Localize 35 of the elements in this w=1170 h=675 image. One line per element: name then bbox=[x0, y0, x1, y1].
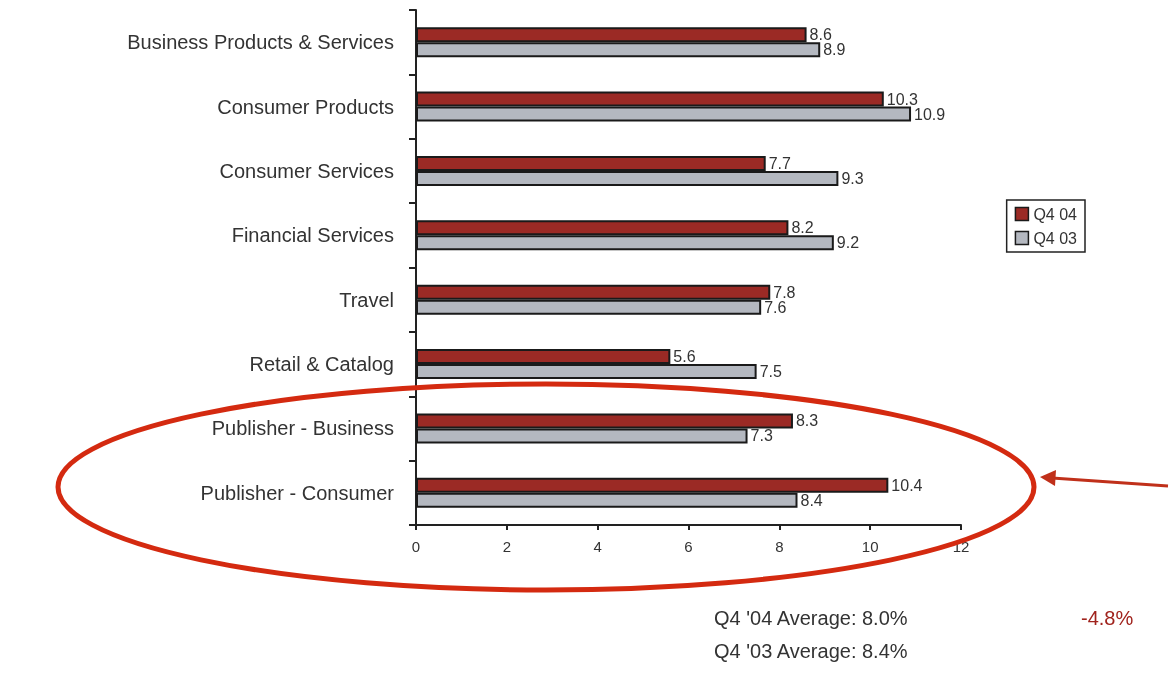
y-tick-label: Travel bbox=[339, 288, 394, 311]
y-tick-label: Publisher - Business bbox=[211, 417, 394, 440]
data-label: 7.8 bbox=[773, 283, 796, 301]
legend-label: Q4 04 bbox=[1033, 205, 1078, 223]
data-label: 8.6 bbox=[809, 26, 832, 44]
legend-label: Q4 03 bbox=[1033, 229, 1078, 247]
data-label: 8.4 bbox=[800, 491, 823, 509]
y-tick-label: Consumer Services bbox=[219, 159, 394, 182]
data-label: 8.2 bbox=[791, 219, 814, 237]
data-label: 8.3 bbox=[795, 412, 819, 430]
y-tick-label: Consumer Products bbox=[217, 95, 394, 118]
x-tick-label: 2 bbox=[502, 538, 512, 555]
data-label: 9.2 bbox=[836, 234, 860, 252]
y-tick-label: Business Products & Services bbox=[127, 31, 394, 54]
text: -4.8% bbox=[1081, 607, 1134, 629]
data-label: 10.9 bbox=[914, 105, 946, 123]
data-label: 10.4 bbox=[891, 476, 923, 494]
x-tick-label: 0 bbox=[411, 538, 421, 555]
data-label: 7.7 bbox=[768, 154, 792, 172]
y-tick-label: Retail & Catalog bbox=[249, 353, 394, 376]
text: Q4 '03 Average: 8.4% bbox=[714, 640, 908, 662]
x-tick-label: 4 bbox=[593, 538, 602, 555]
data-label: 7.6 bbox=[764, 298, 787, 316]
data-label: 9.3 bbox=[841, 169, 864, 187]
x-tick-label: 6 bbox=[684, 538, 693, 555]
text: Q4 '04 Average: 8.0% bbox=[714, 607, 908, 629]
y-tick-label: Publisher - Consumer bbox=[200, 481, 395, 504]
data-label: 7.5 bbox=[759, 363, 782, 381]
data-label: 10.3 bbox=[886, 90, 919, 108]
data-label: 8.9 bbox=[823, 41, 846, 59]
y-tick-label: Financial Services bbox=[231, 224, 394, 247]
data-label: 7.3 bbox=[750, 427, 773, 445]
x-tick-label: 8 bbox=[775, 538, 784, 555]
data-label: 5.6 bbox=[673, 348, 696, 366]
x-tick-label: 10 bbox=[861, 538, 879, 555]
